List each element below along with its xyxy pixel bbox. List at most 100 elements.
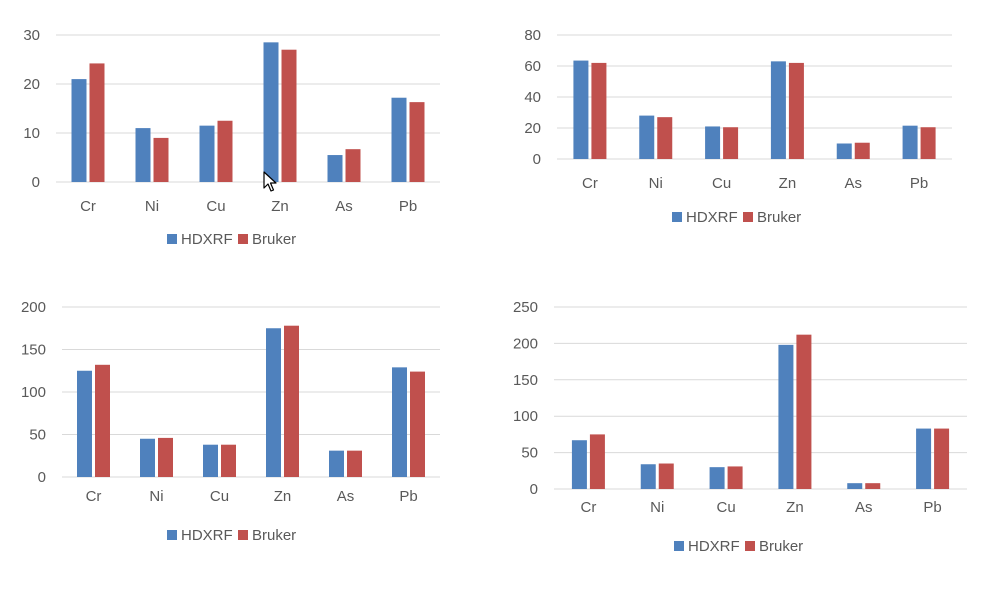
bar-bruker-cr: [95, 364, 110, 477]
legend-swatch: [672, 212, 682, 222]
legend-swatch: [238, 234, 248, 244]
x-tick-label: Pb: [399, 488, 417, 505]
x-tick-label: Cr: [80, 198, 96, 215]
legend-label: HDXRF: [181, 527, 233, 544]
legend-label: Bruker: [252, 231, 296, 248]
legend-swatch: [238, 530, 248, 540]
x-tick-label: Cu: [210, 488, 229, 505]
chart-bottom-right: 0 50 100 150 200 250 Cr Ni Cu Zn As Pb HDXRF Bruker: [492, 290, 972, 570]
bar-hdxrf-ni: [135, 128, 151, 182]
bar-hdxrf-zn: [263, 42, 279, 182]
bar-bruker-as: [347, 450, 362, 477]
legend-swatch: [674, 541, 684, 551]
x-tick-label: Ni: [145, 198, 159, 215]
bar-bruker-zn: [281, 49, 297, 183]
x-tick-label: Cu: [712, 175, 731, 192]
bar-hdxrf-as: [327, 155, 343, 182]
y-tick-label: 200: [513, 335, 538, 352]
bar-hdxrf-cr: [573, 60, 589, 160]
bar-bruker-pb: [934, 428, 950, 489]
bar-bruker-cu: [723, 127, 739, 159]
bar-bruker-ni: [158, 437, 173, 477]
bar-bruker-cu: [727, 466, 743, 489]
bar-hdxrf-pb: [392, 367, 407, 477]
x-tick-label: Cr: [582, 175, 598, 192]
bar-bruker-zn: [796, 334, 812, 489]
y-tick-label: 100: [513, 408, 538, 425]
chart-svg: 0 50 100 150 200 250 Cr Ni Cu Zn As Pb HDXRF Bruker: [513, 299, 967, 555]
bar-bruker-zn: [284, 325, 299, 477]
x-tick-label: Ni: [149, 488, 163, 505]
bar-hdxrf-cu: [203, 444, 218, 477]
legend-label: Bruker: [252, 527, 296, 544]
x-tick-label: Cu: [716, 499, 735, 516]
y-tick-label: 0: [38, 469, 46, 486]
bar-hdxrf-cu: [709, 467, 725, 489]
x-tick-label: Cu: [206, 198, 225, 215]
bar-hdxrf-pb: [391, 97, 407, 182]
bar-hdxrf-zn: [266, 328, 281, 477]
legend-label: Bruker: [759, 538, 803, 555]
y-tick-label: 150: [21, 342, 46, 359]
bar-hdxrf-as: [329, 450, 344, 477]
bar-hdxrf-cu: [199, 125, 215, 182]
y-tick-label: 250: [513, 299, 538, 316]
bar-hdxrf-pb: [902, 125, 918, 159]
mouse-cursor-icon: [263, 171, 277, 192]
x-tick-label: Cr: [86, 488, 102, 505]
y-tick-label: 0: [530, 481, 538, 498]
y-tick-label: 20: [23, 76, 40, 93]
legend-swatch: [745, 541, 755, 551]
y-tick-label: 200: [21, 299, 46, 316]
x-tick-label: Zn: [779, 175, 797, 192]
bar-bruker-ni: [657, 117, 673, 159]
bar-bruker-ni: [658, 463, 674, 489]
bar-bruker-zn: [788, 62, 804, 159]
bar-hdxrf-ni: [640, 464, 656, 489]
legend-swatch: [743, 212, 753, 222]
x-tick-label: As: [335, 198, 353, 215]
x-tick-label: As: [337, 488, 355, 505]
bar-hdxrf-cr: [71, 79, 87, 182]
bar-bruker-pb: [920, 127, 936, 159]
x-tick-label: Zn: [274, 488, 292, 505]
y-tick-label: 0: [533, 151, 541, 168]
bar-bruker-pb: [409, 102, 425, 182]
x-tick-label: Ni: [650, 499, 664, 516]
legend-swatch: [167, 530, 177, 540]
bar-hdxrf-ni: [140, 438, 155, 477]
bar-hdxrf-cr: [571, 440, 587, 489]
legend-label: HDXRF: [181, 231, 233, 248]
bar-bruker-cr: [591, 62, 607, 159]
x-tick-label: As: [855, 499, 873, 516]
bar-hdxrf-as: [836, 143, 852, 159]
y-tick-label: 80: [524, 27, 541, 44]
chart-bottom-left: 0 50 100 150 200 Cr Ni Cu Zn As Pb HDXRF Bruker: [0, 290, 470, 560]
y-tick-label: 50: [521, 445, 538, 462]
bar-hdxrf-pb: [916, 428, 932, 489]
x-tick-label: Ni: [649, 175, 663, 192]
x-tick-label: Cr: [581, 499, 597, 516]
chart-svg: 0 10 20 30 Cr Ni Cu Zn As Pb HDXRF Bruker: [23, 27, 440, 248]
legend-label: Bruker: [757, 209, 801, 226]
y-tick-label: 40: [524, 89, 541, 106]
bar-hdxrf-zn: [770, 61, 786, 159]
bar-bruker-as: [854, 142, 870, 159]
x-tick-label: Pb: [399, 198, 417, 215]
y-tick-label: 20: [524, 120, 541, 137]
x-tick-label: Zn: [271, 198, 289, 215]
bar-bruker-cr: [589, 434, 605, 489]
chart-top-right: 0 20 40 60 80 Cr Ni Cu Zn As Pb HDXRF Bruker: [492, 0, 972, 260]
bar-bruker-cu: [221, 444, 236, 477]
bar-bruker-ni: [153, 137, 169, 182]
y-tick-label: 100: [21, 384, 46, 401]
bar-bruker-as: [865, 483, 881, 489]
legend-label: HDXRF: [686, 209, 738, 226]
bar-bruker-cu: [217, 120, 233, 182]
y-tick-label: 10: [23, 125, 40, 142]
x-tick-label: Pb: [923, 499, 941, 516]
bar-hdxrf-ni: [639, 115, 655, 159]
bar-hdxrf-as: [847, 483, 863, 489]
bar-bruker-pb: [410, 371, 425, 477]
legend-swatch: [167, 234, 177, 244]
